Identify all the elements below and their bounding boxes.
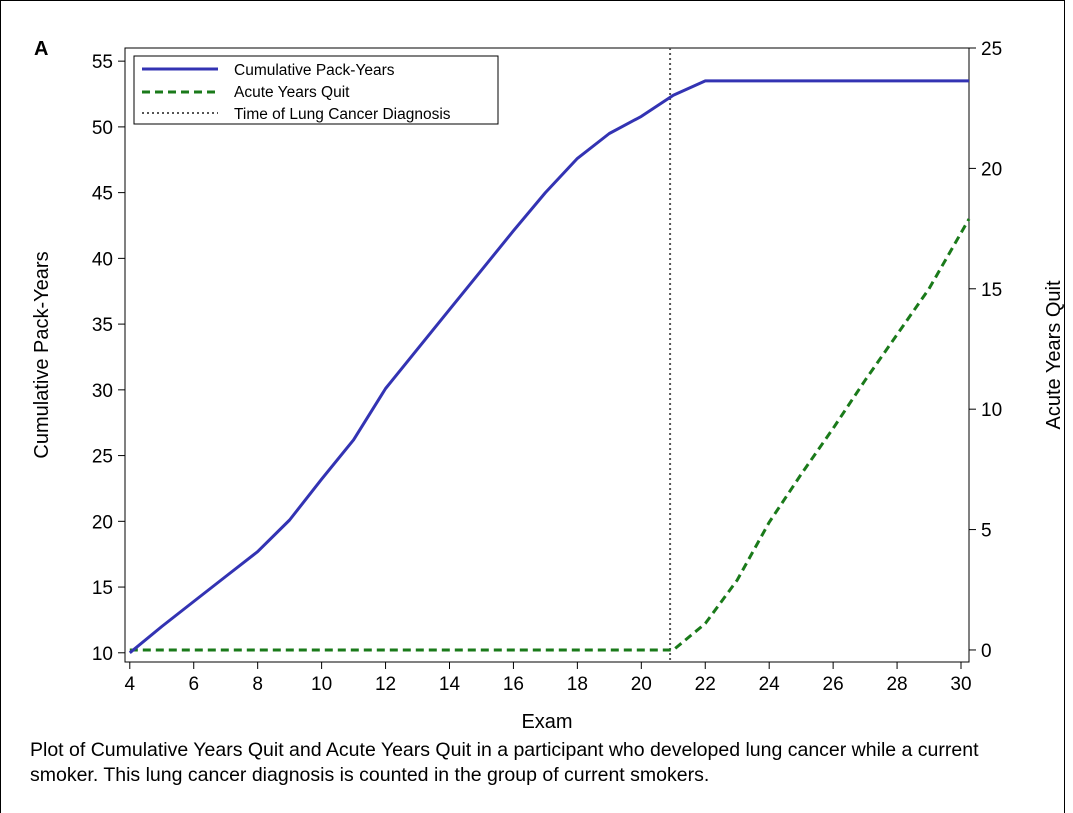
y-tick-label: 15 [92,578,113,599]
x-tick-label: 6 [188,674,199,695]
x-tick-label: 16 [503,674,524,695]
y-axis-label: Cumulative Pack-Years [31,251,53,458]
x-axis-label: Exam [521,711,572,733]
y-tick-label: 55 [92,52,113,73]
y-tick-label: 20 [92,512,113,533]
x-tick-label: 4 [125,674,136,695]
legend-label-cumulative: Cumulative Pack-Years [234,62,395,79]
x-tick-label: 12 [375,674,396,695]
series-line-cumulative-pack-years [128,79,969,654]
y2-tick-label: 25 [981,39,1002,60]
left-axis: 10 15 20 25 30 35 40 45 50 55 [92,52,125,665]
legend: Cumulative Pack-Years Acute Years Quit T… [133,55,499,125]
figure-caption: Plot of Cumulative Years Quit and Acute … [30,739,979,786]
series-layer [128,48,971,662]
y-tick-label: 45 [92,184,113,205]
y-tick-label: 25 [92,447,113,468]
y-tick-label: 50 [92,118,113,139]
y2-tick-label: 15 [981,280,1002,301]
y2-tick-label: 5 [981,521,992,542]
series-line-acute-years-quit [129,218,971,652]
legend-label-acute: Acute Years Quit [234,84,350,101]
legend-label-diagnosis: Time of Lung Cancer Diagnosis [234,106,451,123]
x-tick-label: 26 [823,674,844,695]
y-tick-label: 30 [92,381,113,402]
y2-axis-label: Acute Years Quit [1043,280,1065,429]
x-tick-label: 28 [886,674,907,695]
x-tick-label: 22 [695,674,716,695]
x-axis: 4 6 8 10 12 14 16 18 20 22 24 26 28 30 [125,662,972,695]
x-tick-label: 10 [311,674,332,695]
x-tick-label: 24 [759,674,781,695]
panel-label: A [34,38,48,60]
x-tick-label: 18 [567,674,588,695]
y2-tick-label: 10 [981,400,1002,421]
x-tick-label: 8 [252,674,263,695]
right-axis: 0 5 10 15 20 25 [969,39,1002,662]
legend-box [133,55,499,125]
y-tick-label: 40 [92,249,113,270]
plot-area [124,47,970,663]
y2-tick-label: 0 [981,641,992,662]
y-tick-label: 35 [92,315,113,336]
x-tick-label: 30 [950,674,971,695]
x-tick-label: 14 [439,674,461,695]
y-tick-label: 10 [92,644,113,665]
y2-tick-label: 20 [981,159,1002,180]
x-tick-label: 20 [631,674,652,695]
